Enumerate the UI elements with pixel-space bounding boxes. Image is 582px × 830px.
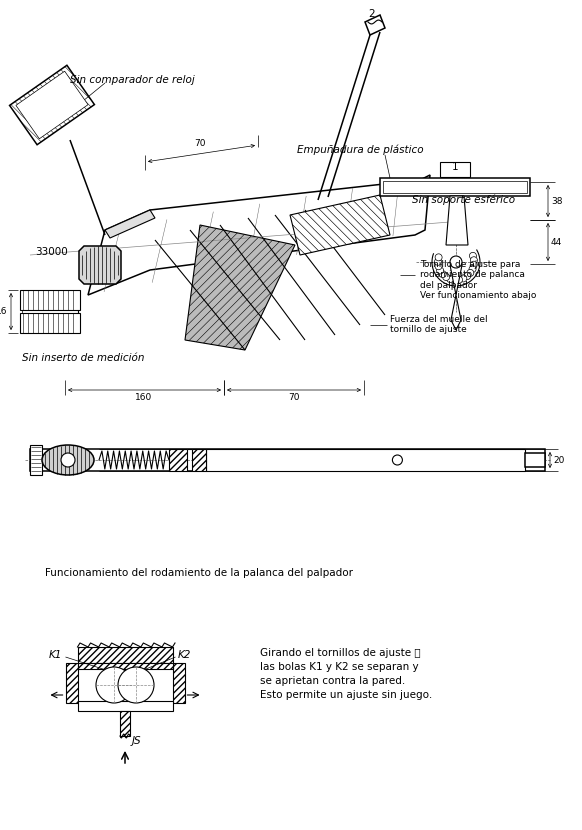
Circle shape (467, 270, 474, 276)
Text: 16: 16 (0, 306, 7, 315)
Text: Sin soporte esférico: Sin soporte esférico (412, 195, 515, 205)
Bar (30, 449, 545, 471)
Polygon shape (16, 71, 88, 139)
Text: 33000: 33000 (36, 247, 68, 257)
Circle shape (118, 667, 154, 703)
Text: JS: JS (132, 736, 141, 746)
Bar (20, 313, 80, 333)
Ellipse shape (42, 445, 94, 475)
Text: Girando el tornillos de ajuste Ⓙ: Girando el tornillos de ajuste Ⓙ (260, 648, 421, 658)
Polygon shape (172, 663, 184, 703)
Bar (206, 449, 525, 471)
Circle shape (470, 261, 477, 268)
Circle shape (456, 276, 463, 283)
Polygon shape (290, 195, 390, 255)
Circle shape (392, 455, 402, 465)
Circle shape (450, 256, 462, 268)
Circle shape (464, 272, 471, 280)
Text: K2: K2 (178, 650, 191, 660)
Text: Tornillo de ajuste para
rodamiento de palanca
del palpador
Ver funcionamiento ab: Tornillo de ajuste para rodamiento de pa… (420, 260, 537, 300)
Text: 70: 70 (194, 139, 206, 148)
Text: Empuñadura de plástico: Empuñadura de plástico (297, 144, 424, 155)
Circle shape (446, 276, 453, 282)
Text: Esto permite un ajuste sin juego.: Esto permite un ajuste sin juego. (260, 690, 432, 700)
Circle shape (435, 254, 442, 261)
Circle shape (435, 263, 442, 270)
Polygon shape (77, 647, 172, 663)
Polygon shape (450, 265, 462, 295)
Polygon shape (365, 15, 385, 35)
Bar (440, 162, 470, 177)
Polygon shape (185, 225, 295, 350)
Text: 44: 44 (551, 237, 562, 247)
Circle shape (439, 271, 446, 277)
Circle shape (61, 453, 75, 467)
Text: 160: 160 (136, 393, 152, 402)
Circle shape (470, 256, 477, 264)
Bar (169, 449, 187, 471)
Circle shape (96, 667, 132, 703)
Circle shape (460, 275, 467, 282)
Circle shape (436, 267, 443, 274)
Text: 70: 70 (288, 393, 300, 402)
Polygon shape (9, 66, 94, 144)
Bar (383, 181, 527, 193)
Circle shape (451, 276, 458, 283)
Text: K1: K1 (49, 650, 62, 660)
Polygon shape (446, 196, 468, 245)
Text: Sin comparador de reloj: Sin comparador de reloj (70, 75, 195, 85)
Text: 38: 38 (551, 197, 562, 206)
Text: 1: 1 (452, 162, 458, 172)
Bar (20, 290, 80, 310)
Circle shape (442, 274, 450, 281)
Text: 20: 20 (553, 456, 565, 465)
Text: las bolas K1 y K2 se separan y: las bolas K1 y K2 se separan y (260, 662, 418, 672)
Polygon shape (66, 663, 77, 703)
Polygon shape (77, 701, 172, 711)
Bar (120, 711, 130, 736)
Polygon shape (77, 663, 172, 669)
Circle shape (435, 258, 442, 266)
Text: 2: 2 (368, 9, 375, 19)
Text: Funcionamiento del rodamiento de la palanca del palpador: Funcionamiento del rodamiento de la pala… (45, 568, 353, 578)
Polygon shape (88, 175, 430, 295)
Bar (192, 449, 206, 471)
Text: se aprietan contra la pared.: se aprietan contra la pared. (260, 676, 405, 686)
Polygon shape (79, 246, 121, 284)
Polygon shape (105, 210, 155, 238)
Circle shape (470, 252, 477, 259)
Circle shape (469, 266, 476, 272)
Text: Sin inserto de medición: Sin inserto de medición (22, 353, 144, 363)
Bar (525, 453, 545, 467)
Bar (380, 178, 530, 196)
Bar (30, 445, 42, 475)
Text: Fuerza del muelle del
tornillo de ajuste: Fuerza del muelle del tornillo de ajuste (390, 315, 488, 334)
